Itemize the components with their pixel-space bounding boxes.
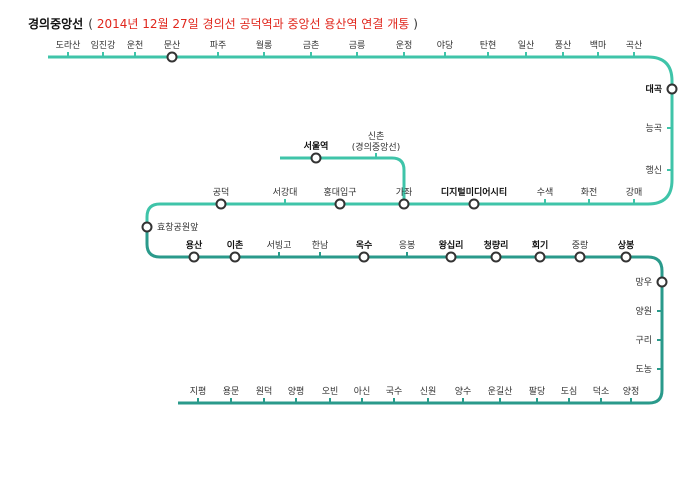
station-label: 회기	[532, 239, 549, 251]
station-label: 운정	[396, 40, 413, 51]
station-marker	[358, 251, 370, 263]
station-marker	[656, 276, 668, 288]
station-marker	[188, 251, 200, 263]
station-label: 양정	[623, 386, 640, 397]
station-label: 서울역	[304, 140, 329, 152]
line-name: 경의중앙선	[28, 16, 83, 31]
station-label: 능곡	[645, 123, 662, 134]
station-label: 신촌	[368, 131, 385, 142]
station-marker	[398, 198, 410, 210]
station-label: 금촌	[303, 40, 320, 51]
station-marker	[334, 198, 346, 210]
station-label: 대곡	[645, 83, 662, 95]
station-label: 도라산	[56, 40, 81, 51]
station-label: 일산	[518, 40, 535, 51]
station-label: 화전	[581, 187, 598, 198]
station-label: 구리	[635, 335, 652, 346]
station-label: 용문	[223, 386, 240, 397]
station-label: 왕십리	[439, 239, 464, 251]
station-marker	[166, 51, 178, 63]
station-label: 홍대입구	[323, 186, 356, 198]
track-upper	[48, 55, 674, 227]
station-marker	[310, 152, 322, 164]
station-label: 망우	[635, 277, 652, 288]
station-label: 덕소	[593, 386, 610, 397]
station-marker	[229, 251, 241, 263]
station-marker	[215, 198, 227, 210]
station-label: 상봉	[618, 239, 635, 251]
station-label: 한남	[312, 240, 329, 251]
station-label: 도농	[635, 364, 652, 375]
station-label: 아신	[354, 386, 371, 397]
station-label: 양원	[635, 306, 652, 317]
station-label: 행신	[645, 164, 662, 176]
station-label: 강매	[626, 187, 643, 198]
station-label: 오빈	[322, 386, 339, 397]
station-label: 효창공원앞	[157, 221, 198, 233]
station-label: 서빙고	[267, 240, 292, 251]
station-marker	[490, 251, 502, 263]
station-label: 이촌	[227, 239, 244, 251]
station-label: 가좌	[396, 187, 413, 198]
station-label: 월롱	[256, 39, 273, 51]
station-label: 도심	[561, 386, 578, 397]
station-label: 공덕	[213, 187, 230, 198]
title: 경의중앙선 (2014년 12월 27일 경의선 공덕역과 중앙선 용산역 연결 …	[28, 16, 418, 31]
station-marker	[574, 251, 586, 263]
station-label: 금릉	[349, 40, 366, 51]
station-label: 서강대	[273, 187, 298, 198]
station-marker	[445, 251, 457, 263]
station-label: 신원	[420, 386, 437, 397]
station-label: 응봉	[399, 240, 416, 251]
station-label: 문산	[164, 40, 181, 51]
station-label: 팔당	[529, 385, 546, 397]
station-label: 양수	[455, 386, 472, 397]
station-label: 탄현	[480, 40, 497, 51]
opening-note: 2014년 12월 27일 경의선 공덕역과 중앙선 용산역 연결 개통	[97, 17, 409, 31]
paren: )	[413, 17, 418, 31]
station-label: 청량리	[484, 239, 509, 251]
station-label: 옥수	[356, 240, 373, 251]
station-marker	[468, 198, 480, 210]
station-label: 운길산	[488, 386, 513, 397]
station-marker	[666, 83, 678, 95]
station-marker	[534, 251, 546, 263]
station-label: 양평	[288, 386, 305, 397]
station-label: (경의중앙선)	[352, 141, 400, 153]
station-label: 파주	[210, 40, 227, 51]
station-label: 디지털미디어시티	[441, 186, 507, 198]
station-label: 운천	[127, 40, 144, 51]
station-label: 백마	[590, 40, 607, 51]
station-marker	[620, 251, 632, 263]
track-branch	[280, 156, 406, 204]
station-label: 원덕	[256, 386, 273, 397]
station-label: 용산	[186, 239, 203, 251]
station-label: 풍산	[555, 40, 572, 51]
station-label: 곡산	[626, 40, 643, 51]
station-label: 지평	[190, 386, 207, 397]
station-label: 수색	[537, 187, 554, 198]
track-lower	[145, 227, 664, 405]
station-marker	[141, 221, 153, 233]
paren: (	[88, 17, 93, 31]
station-label: 국수	[386, 386, 403, 397]
station-label: 중랑	[572, 239, 589, 251]
station-label: 야당	[437, 40, 454, 51]
station-label: 임진강	[91, 39, 116, 51]
